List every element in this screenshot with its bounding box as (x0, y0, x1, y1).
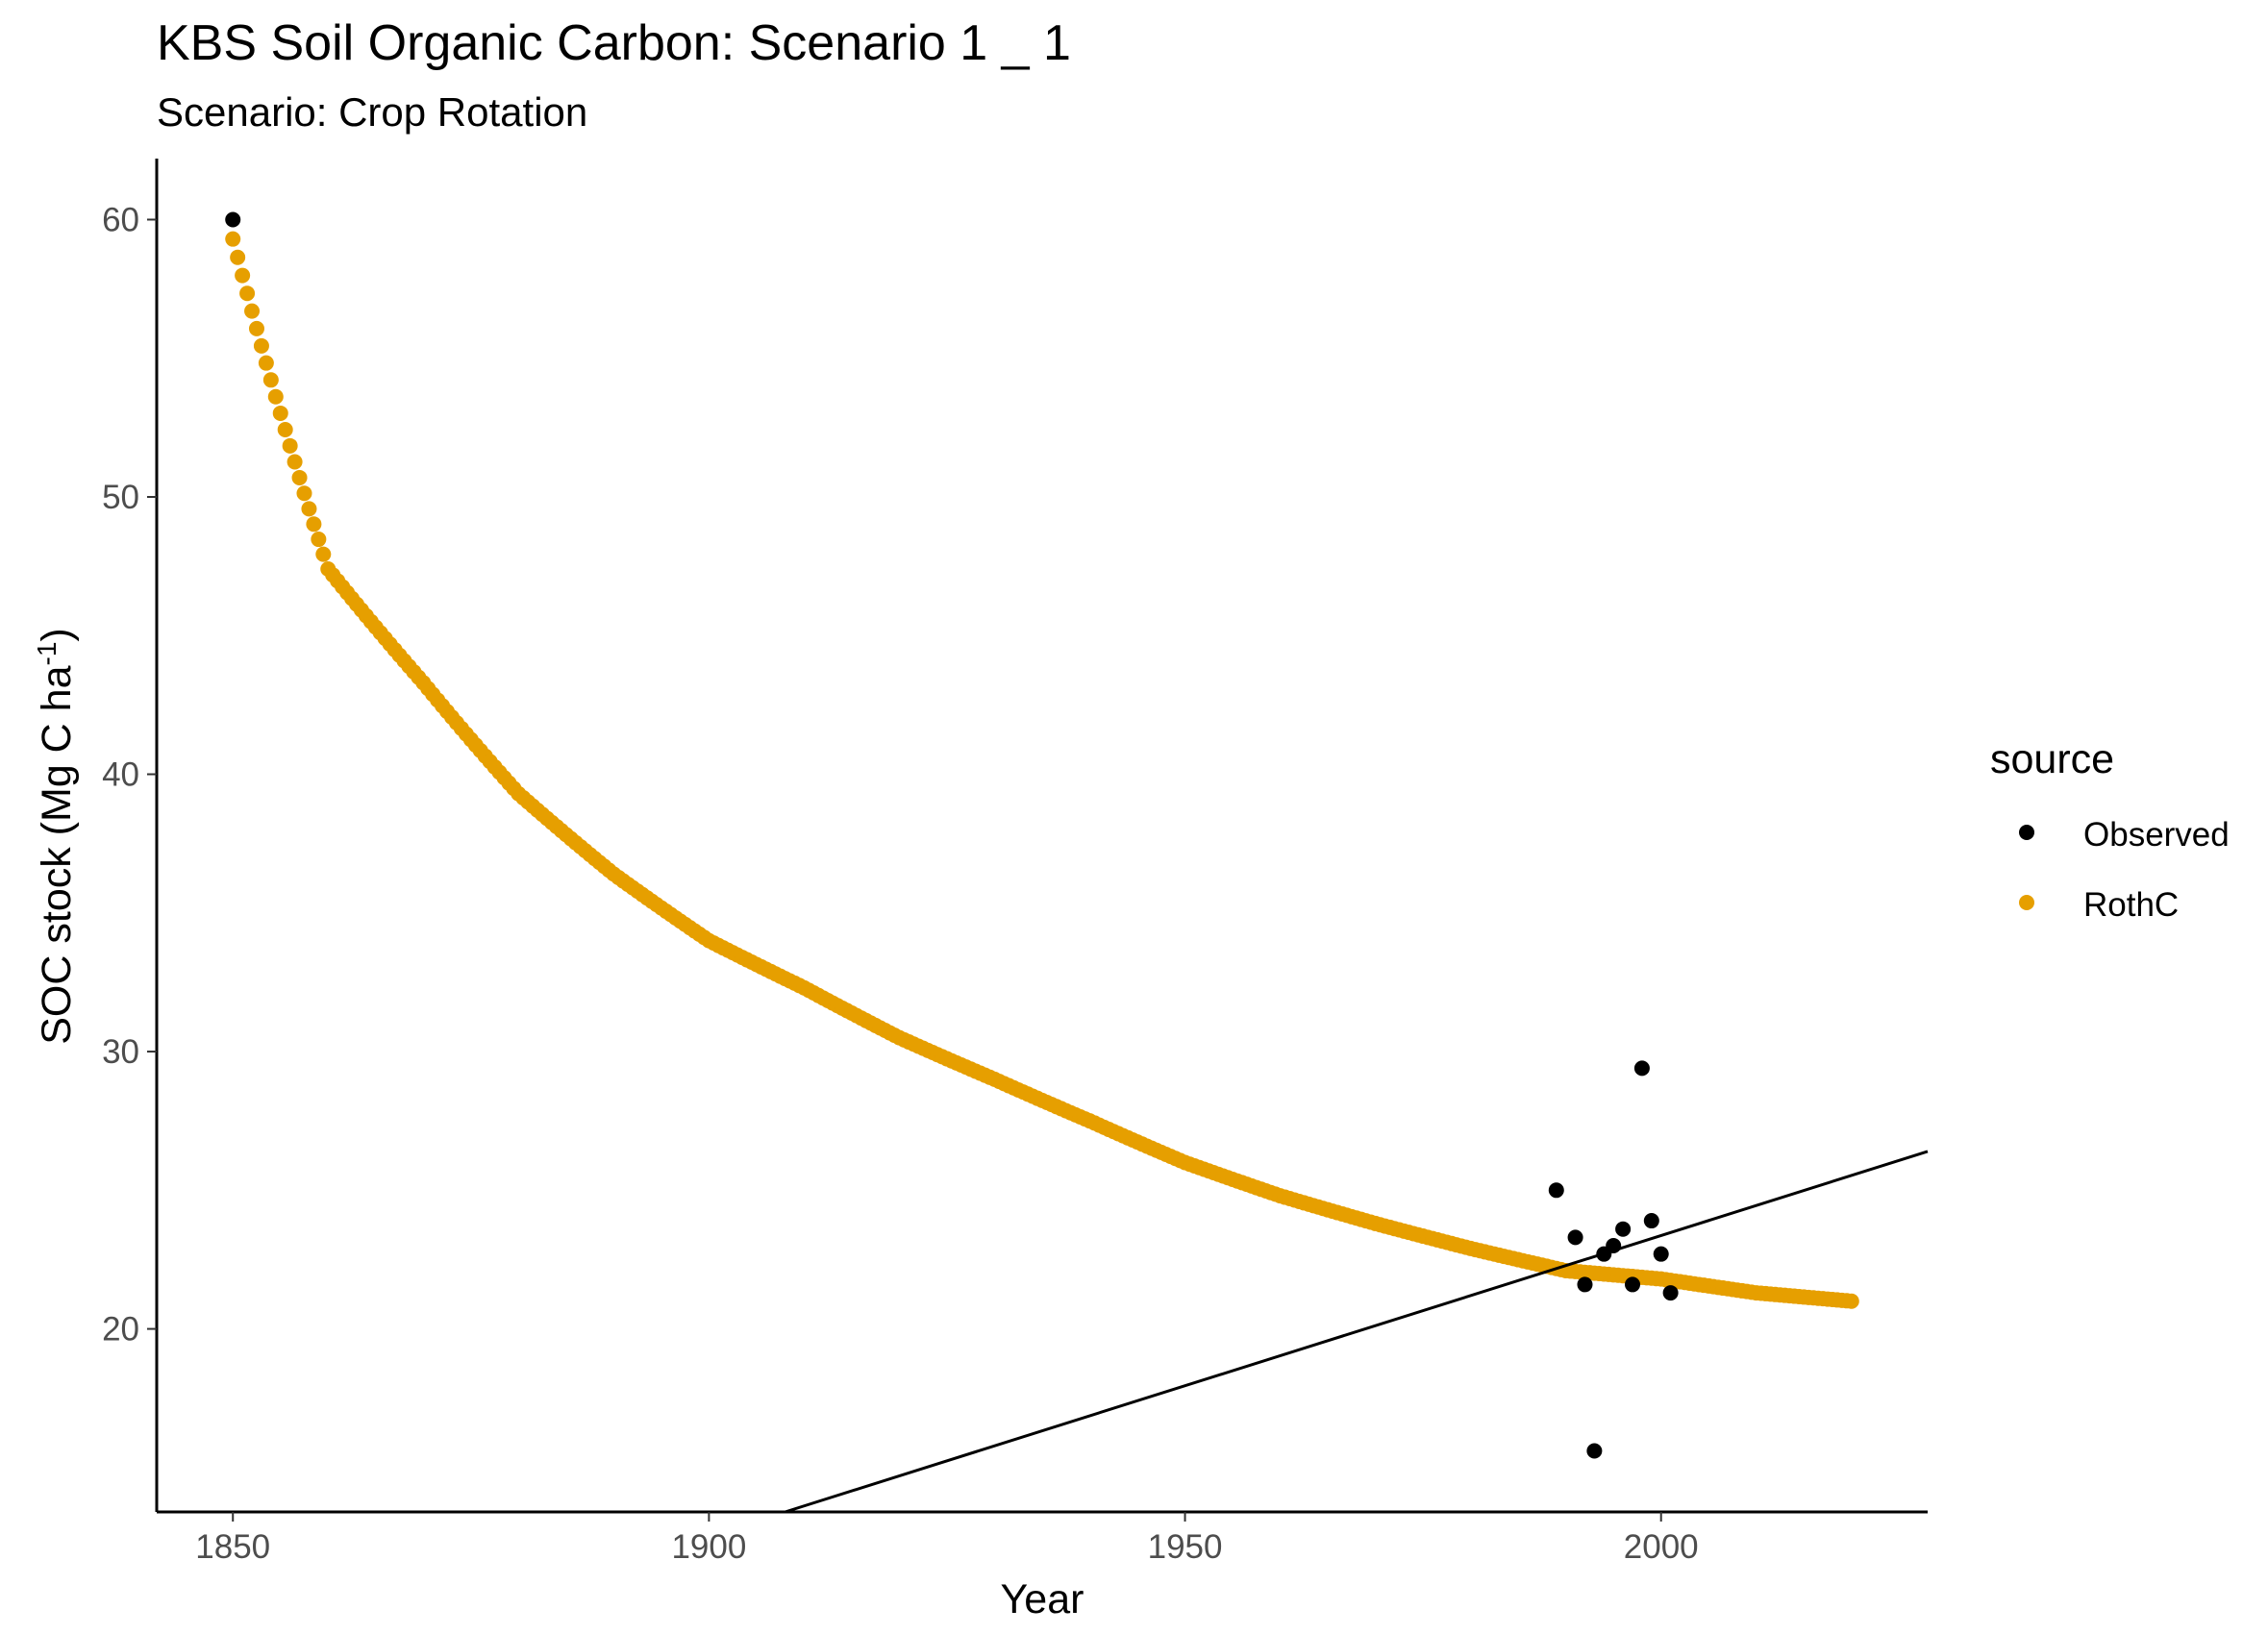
observed-point (1586, 1443, 1603, 1459)
observed-point (1615, 1221, 1632, 1237)
observed-point (1606, 1238, 1622, 1254)
chart-title: KBS Soil Organic Carbon: Scenario 1 _ 1 (157, 15, 1071, 71)
observed-point (1653, 1246, 1669, 1262)
observed-point (225, 211, 241, 228)
observed-point (1577, 1276, 1593, 1293)
legend-item-observed: Observed (2019, 816, 2230, 854)
rothc-point (277, 421, 293, 437)
y-tick-label: 30 (102, 1033, 139, 1071)
y-axis-title: SOC stock (Mg C ha-1) (32, 628, 81, 1045)
rothc-point (311, 532, 327, 548)
rothc-point (267, 388, 284, 405)
rothc-point (296, 485, 312, 502)
y-tick-label: 40 (102, 756, 139, 794)
y-tick-label: 50 (102, 479, 139, 516)
rothc-point (272, 405, 288, 421)
axis-ticks: 1850 1900 1950 2000 20 30 40 50 60 (102, 201, 1699, 1566)
x-tick-label: 2000 (1624, 1528, 1699, 1566)
x-tick-label: 1900 (671, 1528, 746, 1566)
plot-area (225, 211, 1929, 1514)
legend: source Observed RothC (1990, 736, 2230, 924)
rothc-point (301, 501, 317, 517)
rothc-point (287, 454, 303, 470)
observed-point (1662, 1285, 1679, 1301)
observed-point (1643, 1213, 1659, 1229)
trend-line (785, 1150, 1929, 1514)
rothc-point (239, 285, 256, 302)
legend-key-rothc (2019, 895, 2034, 910)
legend-item-rothc: RothC (2019, 886, 2179, 924)
rothc-point (244, 303, 261, 319)
y-axis-title-suffix: ) (34, 628, 80, 641)
x-axis-title: Year (1001, 1576, 1084, 1622)
rothc-point (1843, 1293, 1859, 1309)
rothc-point (291, 469, 308, 485)
legend-label-rothc: RothC (2083, 886, 2179, 924)
rothc-point (225, 231, 241, 247)
observed-point (1567, 1229, 1583, 1246)
chart-subtitle: Scenario: Crop Rotation (157, 89, 587, 135)
y-axis-title-superscript: -1 (32, 642, 62, 666)
y-tick-label: 20 (102, 1311, 139, 1349)
rothc-point (253, 337, 269, 354)
rothc-point (230, 249, 246, 265)
observed-point (1625, 1276, 1640, 1293)
rothc-point (262, 372, 279, 388)
rothc-point (258, 355, 274, 371)
legend-title: source (1990, 736, 2114, 782)
legend-key-observed (2019, 825, 2034, 840)
observed-point (1548, 1182, 1564, 1199)
legend-label-observed: Observed (2083, 816, 2230, 854)
observed-point (1633, 1060, 1650, 1077)
rothc-point (282, 437, 298, 454)
rothc-point (306, 516, 322, 532)
rothc-point (235, 267, 251, 284)
rothc-point (315, 546, 332, 562)
x-tick-label: 1850 (195, 1528, 270, 1566)
rothc-point (248, 320, 264, 336)
x-tick-label: 1950 (1148, 1528, 1223, 1566)
y-tick-label: 60 (102, 201, 139, 238)
y-axis-title-main: SOC stock (Mg C ha (34, 665, 80, 1044)
